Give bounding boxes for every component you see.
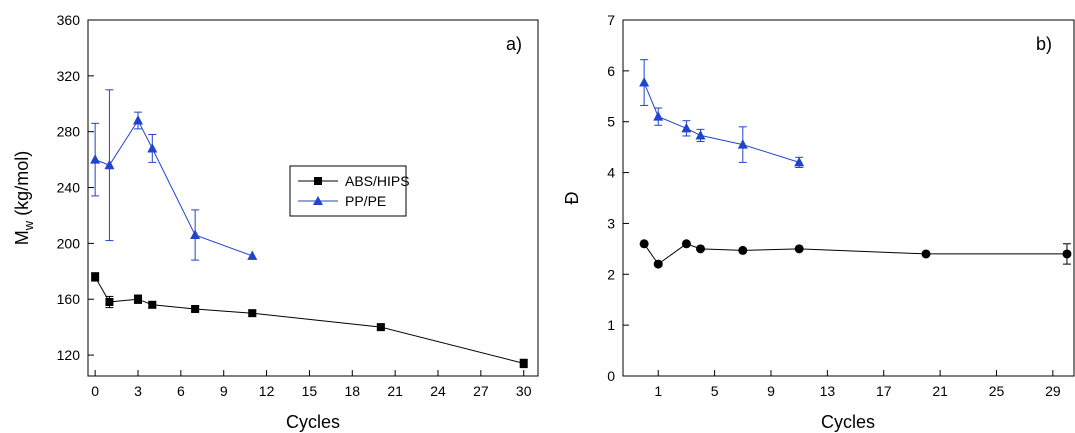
legend-label-abs-hips: ABS/HIPS	[345, 173, 410, 189]
panel-b-y-tick-label: 7	[607, 12, 615, 28]
panel-a-y-tick-label: 240	[57, 180, 81, 196]
panel-a-series-abs-hips-line	[94, 276, 524, 364]
panel-a-series-abs-hips-point	[134, 295, 142, 304]
panel-a-chart: 0 3 6 9 12 15 18 21 24 27 30120160200240280320360 …	[12, 12, 539, 432]
panel-b-frame	[622, 19, 1075, 377]
legend-marker-abs-hips	[314, 177, 322, 185]
panel-a-legend: ABS/HIPS PP/PE	[289, 165, 410, 217]
panel-a-y-tick-label: 360	[57, 12, 81, 28]
panel-a-series-pp-pe-line	[94, 119, 253, 257]
panel-b-y-tick-label: 4	[607, 165, 615, 181]
panel-a-x-tick-label: 9	[220, 383, 228, 399]
panel-b-x-tick-label: 1	[654, 383, 662, 399]
panel-a-x-tick-label: 0	[91, 383, 99, 399]
panel-a-series-pp-pe-point	[247, 250, 258, 260]
panel-b-x-tick-label: 5	[711, 383, 719, 399]
panel-a-series-pp-pe-point	[90, 154, 101, 164]
legend-box	[289, 165, 407, 217]
panel-b-x-tick-label: 25	[989, 383, 1005, 399]
panel-b-series-abs-hips-point	[681, 239, 691, 249]
panel-a-x-tick-label: 12	[259, 383, 275, 399]
panel-b-y-tick-label: 5	[607, 114, 615, 130]
panel-b-series-pp-pe-point	[639, 77, 650, 87]
panel-a-x-tick-label: 27	[473, 383, 489, 399]
panel-a-series-abs-hips-point	[191, 304, 200, 313]
panel-a-x-tick-label: 30	[516, 383, 532, 399]
panel-a-x-axis-title: Cycles	[286, 412, 340, 432]
panel-a-series-pp-pe-point	[147, 142, 158, 153]
panel-a-series-abs-hips-point	[105, 298, 114, 307]
panel-b-x-tick-label: 29	[1045, 383, 1061, 399]
panel-a-y-tick-label: 200	[57, 235, 81, 251]
panel-b-series-pp-pe-line	[643, 82, 800, 163]
legend-label-pp-pe: PP/PE	[345, 193, 386, 209]
panel-b-series-abs-hips-point	[738, 245, 748, 255]
panel-a-y-title-main: M	[12, 230, 32, 245]
panel-b-series-abs-hips-point	[653, 259, 663, 269]
panel-a-y-tick-label: 160	[57, 291, 81, 307]
panel-b-y-tick-label: 2	[607, 266, 615, 282]
legend-marker-pp-pe	[313, 196, 323, 205]
panel-b-series-pp-pe-point	[681, 122, 692, 133]
panel-b-series-abs-hips-point	[696, 244, 706, 254]
panel-a-y-tick-label: 120	[57, 347, 81, 363]
panel-a-x-tick-label: 3	[134, 383, 142, 399]
panel-a-series-abs-hips-point	[376, 323, 385, 332]
panel-b-series-abs-hips-point	[639, 239, 649, 249]
panel-b-label: b)	[1036, 34, 1052, 54]
panel-b-series-abs-hips-point	[1062, 249, 1072, 259]
panel-a-series-pp-pe-point	[104, 159, 115, 170]
panel-a-x-tick-label: 18	[344, 383, 360, 399]
panel-b-y-tick-label: 1	[607, 317, 615, 333]
panel-a-label: a)	[506, 34, 522, 54]
panel-b-x-tick-label: 9	[767, 383, 775, 399]
panel-a-series-abs-hips-point	[148, 300, 157, 309]
panel-a-x-tick-label: 21	[387, 383, 403, 399]
panel-b-x-axis-title: Cycles	[821, 412, 875, 432]
panel-a-frame	[87, 19, 539, 377]
panel-b-x-tick-label: 17	[876, 383, 892, 399]
panel-a-series-abs-hips-point	[519, 359, 528, 368]
panel-b-y-tick-label: 6	[607, 63, 615, 79]
panel-b-y-tick-label: 0	[607, 368, 615, 384]
panel-a-x-tick-label: 24	[430, 383, 446, 399]
panel-b-series-pp-pe-point	[695, 129, 706, 140]
panel-b-y-tick-label: 3	[607, 215, 615, 231]
panel-a-y-title-sub: w	[21, 220, 36, 231]
panel-b-x-tick-label: 13	[820, 383, 836, 399]
panel-b-series-pp-pe-point	[653, 111, 664, 121]
panel-a-series-pp-pe-point	[133, 115, 143, 125]
panel-a-series-abs-hips-point	[91, 272, 100, 281]
panel-a-x-tick-label: 6	[177, 383, 185, 399]
panel-a-y-title-rest: (kg/mol)	[12, 151, 32, 221]
panel-b-series-abs-hips-point	[921, 249, 931, 259]
panel-b-y-axis-title: Đ	[562, 192, 582, 205]
panel-a-y-axis-title: Mw (kg/mol)	[12, 151, 36, 245]
panel-a-y-tick-label: 280	[57, 124, 81, 140]
panel-b-series-pp-pe-point	[737, 139, 748, 149]
panel-a-y-tick-label: 320	[57, 68, 81, 84]
panel-a-series-abs-hips-point	[248, 309, 257, 318]
panel-b-series-pp-pe-point	[794, 156, 805, 167]
panel-a-x-tick-label: 15	[302, 383, 318, 399]
panel-b-x-tick-label: 21	[932, 383, 948, 399]
panel-a-series-pp-pe-point	[190, 229, 201, 239]
panel-b-series-abs-hips-line	[643, 243, 1067, 265]
panel-b-chart: 1 5 9 13 17 21 25 29 0 1 2 3 4 5 6 7 b) Cycles Đ	[562, 12, 1075, 432]
panel-b-series-abs-hips-point	[794, 244, 804, 254]
